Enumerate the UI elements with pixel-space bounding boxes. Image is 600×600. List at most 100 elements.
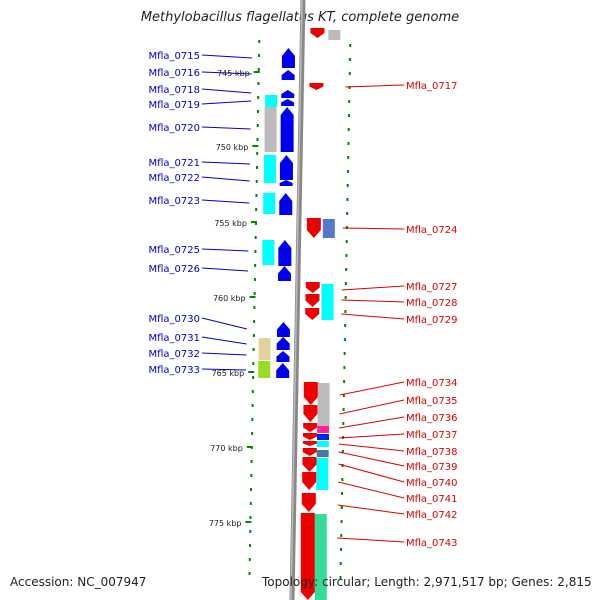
reverse-gene-label: Mfla_0727 bbox=[406, 282, 458, 293]
reverse-gene-arrow bbox=[302, 457, 317, 472]
forward-gene-label: Mfla_0732 bbox=[148, 349, 200, 360]
forward-label-leader bbox=[201, 71, 252, 75]
reverse-gene-label: Mfla_0724 bbox=[406, 225, 458, 236]
reverse-gene-arrow bbox=[302, 433, 317, 440]
forward-label-leader bbox=[201, 126, 251, 130]
left-tick-dot bbox=[250, 460, 253, 463]
forward-label-leader bbox=[201, 248, 249, 252]
scale-tick bbox=[252, 145, 259, 147]
forward-label-leader bbox=[201, 176, 250, 182]
forward-label-leader bbox=[201, 54, 252, 59]
right-tick-dot bbox=[346, 198, 349, 201]
right-tick-dot bbox=[344, 296, 347, 299]
reverse-gene-arrow bbox=[303, 382, 318, 405]
topology-summary: Topology: circular; Length: 2,971,517 bp… bbox=[262, 575, 592, 589]
right-tick-dot bbox=[340, 506, 343, 509]
right-tick-dot bbox=[343, 338, 346, 341]
right-tick-dot bbox=[349, 44, 352, 47]
forward-gene-label: Mfla_0730 bbox=[148, 314, 200, 325]
feature-box bbox=[258, 338, 271, 360]
feature-box bbox=[258, 361, 271, 378]
left-tick-dot bbox=[255, 208, 258, 211]
left-tick-dot bbox=[254, 236, 257, 239]
right-tick-dot bbox=[344, 310, 347, 313]
reverse-gene-arrow bbox=[306, 218, 321, 238]
scale-label: 770 kbp bbox=[210, 444, 243, 453]
forward-gene-arrow bbox=[279, 180, 293, 186]
left-tick-dot bbox=[251, 404, 254, 407]
scale-tick bbox=[250, 221, 257, 223]
scale-label: 775 kbp bbox=[209, 519, 242, 528]
reverse-gene-label: Mfla_0743 bbox=[406, 538, 458, 549]
right-tick-dot bbox=[342, 422, 345, 425]
left-tick-dot bbox=[251, 390, 254, 393]
right-tick-dot bbox=[349, 58, 352, 61]
left-tick-dot bbox=[252, 362, 255, 365]
right-tick-dot bbox=[347, 128, 350, 131]
scale-label: 760 kbp bbox=[213, 294, 246, 303]
left-tick-dot bbox=[249, 516, 252, 519]
reverse-gene-arrow bbox=[305, 308, 320, 320]
left-tick-dot bbox=[256, 124, 259, 127]
feature-box bbox=[316, 450, 329, 457]
feature-box bbox=[328, 30, 341, 40]
map-title: Methylobacillus flagellatus KT, complete… bbox=[140, 10, 460, 25]
reverse-gene-arrow bbox=[303, 423, 318, 432]
feature-box bbox=[263, 155, 276, 183]
reverse-gene-label: Mfla_0739 bbox=[406, 462, 458, 473]
reverse-label-leader bbox=[338, 451, 405, 467]
forward-gene-label: Mfla_0716 bbox=[148, 68, 200, 79]
reverse-label-leader bbox=[337, 504, 405, 515]
reverse-gene-label: Mfla_0729 bbox=[406, 315, 458, 326]
left-tick-dot bbox=[257, 82, 260, 85]
right-tick-dot bbox=[346, 184, 349, 187]
feature-box bbox=[317, 426, 330, 433]
right-tick-dot bbox=[340, 548, 343, 551]
forward-gene-label: Mfla_0720 bbox=[148, 123, 200, 134]
scale-tick bbox=[248, 371, 255, 373]
right-tick-dot bbox=[345, 226, 348, 229]
left-tick-dot bbox=[253, 292, 256, 295]
reverse-label-leader bbox=[338, 443, 405, 452]
reverse-gene-label: Mfla_0738 bbox=[406, 447, 458, 458]
feature-box bbox=[316, 434, 329, 440]
forward-label-leader bbox=[201, 317, 248, 330]
left-tick-dot bbox=[256, 138, 259, 141]
forward-label-leader bbox=[201, 352, 247, 356]
reverse-gene-label: Mfla_0717 bbox=[406, 81, 458, 92]
right-tick-dot bbox=[341, 478, 344, 481]
right-tick-dot bbox=[342, 394, 345, 397]
left-tick-dot bbox=[250, 474, 253, 477]
right-tick-dot bbox=[339, 576, 342, 579]
forward-label-leader bbox=[201, 161, 251, 165]
reverse-gene-label: Mfla_0736 bbox=[406, 413, 458, 424]
reverse-label-leader bbox=[341, 285, 405, 291]
scale-tick bbox=[253, 71, 260, 73]
left-tick-dot bbox=[250, 488, 253, 491]
forward-gene-label: Mfla_0722 bbox=[148, 173, 200, 184]
forward-gene-label: Mfla_0719 bbox=[148, 100, 200, 111]
right-tick-dot bbox=[346, 212, 349, 215]
scale-label: 745 kbp bbox=[217, 69, 250, 78]
reverse-gene-arrow bbox=[305, 294, 320, 307]
left-tick-dot bbox=[249, 502, 252, 505]
reverse-gene-arrow bbox=[309, 83, 324, 90]
left-tick-dot bbox=[253, 320, 256, 323]
scale-label: 750 kbp bbox=[216, 143, 249, 152]
scale-label: 765 kbp bbox=[212, 369, 245, 378]
reverse-gene-label: Mfla_0734 bbox=[406, 378, 458, 389]
backbone bbox=[289, 0, 306, 600]
right-tick-dot bbox=[341, 492, 344, 495]
right-tick-dot bbox=[339, 562, 342, 565]
left-tick-dot bbox=[257, 96, 260, 99]
right-tick-dot bbox=[343, 380, 346, 383]
forward-gene-arrow bbox=[279, 155, 293, 180]
feature-box bbox=[322, 219, 335, 238]
forward-label-leader bbox=[201, 336, 247, 345]
forward-gene-arrow bbox=[276, 351, 290, 362]
gene-arrows bbox=[276, 28, 325, 600]
left-tick-dot bbox=[255, 166, 258, 169]
right-tick-dot bbox=[345, 254, 348, 257]
right-tick-dot bbox=[344, 282, 347, 285]
